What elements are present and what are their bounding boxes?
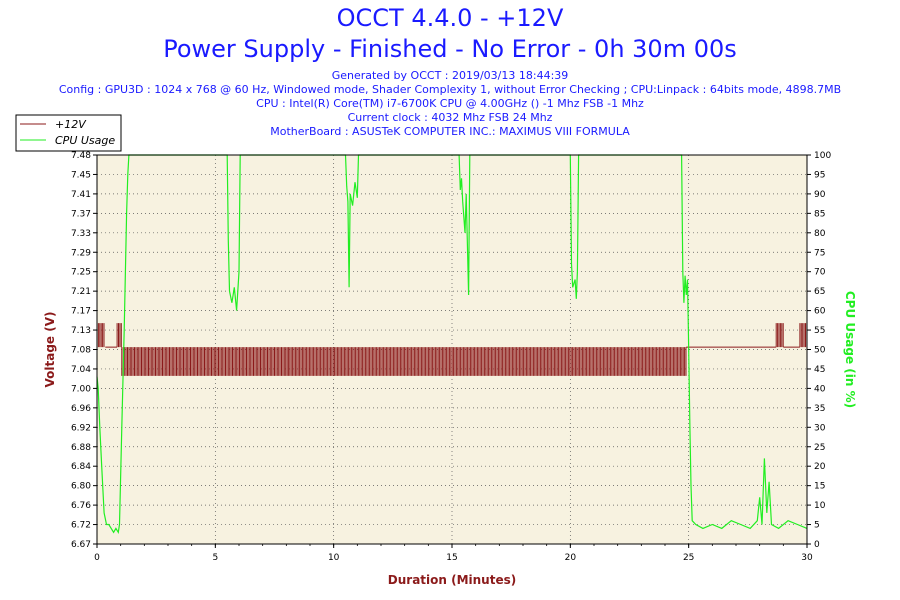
x-tick-label: 25 [683,553,694,563]
y-tick-label-right: 70 [814,268,826,278]
x-tick-label: 10 [328,553,340,563]
chart-subtitle: Power Supply - Finished - No Error - 0h … [163,35,737,63]
y-tick-label-right: 90 [814,190,826,200]
y-tick-label-left: 7.45 [71,170,91,180]
y-tick-label-right: 100 [814,151,831,161]
series-cpu-line [96,154,808,535]
y-tick-label-right: 5 [814,521,820,531]
y-tick-label-left: 7.37 [71,209,91,219]
y-tick-label-right: 30 [814,423,826,433]
info-generated: Generated by OCCT : 2019/03/13 18:44:39 [331,69,569,82]
y-tick-label-right: 35 [814,404,825,414]
y-tick-label-right: 20 [814,462,826,472]
legend-box [15,114,122,152]
y-tick-label-right: 50 [814,346,826,356]
y-tick-label-left: 7.13 [71,326,91,336]
y-tick-label-left: 6.80 [71,482,91,492]
y-tick-label-right: 55 [814,326,825,336]
y-tick-label-right: 25 [814,443,825,453]
y-tick-label-right: 65 [814,287,825,297]
legend-label-cpu: CPU Usage [55,134,115,147]
y-tick-label-right: 40 [814,384,826,394]
y-tick-label-left: 6.92 [71,423,91,433]
y-axis-label-left: Voltage (V) [43,312,57,388]
legend-label-voltage: +12V [55,118,87,131]
y-tick-label-right: 0 [814,540,820,550]
x-tick-label: 0 [94,553,100,563]
y-tick-label-left: 6.76 [71,501,91,511]
y-tick-label-right: 15 [814,482,825,492]
y-tick-label-left: 6.96 [71,404,91,414]
info-clock: Current clock : 4032 Mhz FSB 24 Mhz [347,111,553,124]
y-tick-label-left: 7.00 [71,384,91,394]
y-axis-label-right: CPU Usage (in %) [843,291,857,408]
y-tick-label-right: 45 [814,365,825,375]
x-tick-label: 20 [565,553,577,563]
y-tick-label-left: 6.88 [71,443,91,453]
y-tick-label-right: 60 [814,307,826,317]
y-tick-label-left: 7.33 [71,229,91,239]
info-motherboard: MotherBoard : ASUSTeK COMPUTER INC.: MAX… [270,125,630,138]
x-axis-label: Duration (Minutes) [388,573,516,587]
y-tick-label-left: 7.08 [71,346,91,356]
y-tick-label-left: 7.21 [71,287,91,297]
info-cpu: CPU : Intel(R) Core(TM) i7-6700K CPU @ 4… [256,97,644,110]
y-tick-label-left: 6.67 [71,540,91,550]
x-tick-label: 30 [801,553,813,563]
x-tick-label: 15 [446,553,457,563]
plot-frame [96,154,808,545]
info-config: Config : GPU3D : 1024 x 768 @ 60 Hz, Win… [58,83,842,96]
y-tick-label-left: 6.84 [71,462,91,472]
y-tick-label-left: 7.17 [71,307,91,317]
y-tick-label-right: 85 [814,209,825,219]
x-tick-label: 5 [212,553,218,563]
y-tick-label-left: 7.29 [71,248,91,258]
y-tick-label-right: 80 [814,229,826,239]
y-tick-label-right: 75 [814,248,825,258]
y-tick-label-left: 7.48 [71,151,91,161]
chart-title: OCCT 4.4.0 - +12V [336,4,564,32]
y-tick-label-left: 7.04 [71,365,91,375]
y-tick-label-right: 95 [814,170,825,180]
y-tick-label-left: 7.25 [71,268,91,278]
y-tick-label-left: 7.41 [71,190,91,200]
y-tick-label-left: 6.72 [71,521,91,531]
y-tick-label-right: 10 [814,501,826,511]
